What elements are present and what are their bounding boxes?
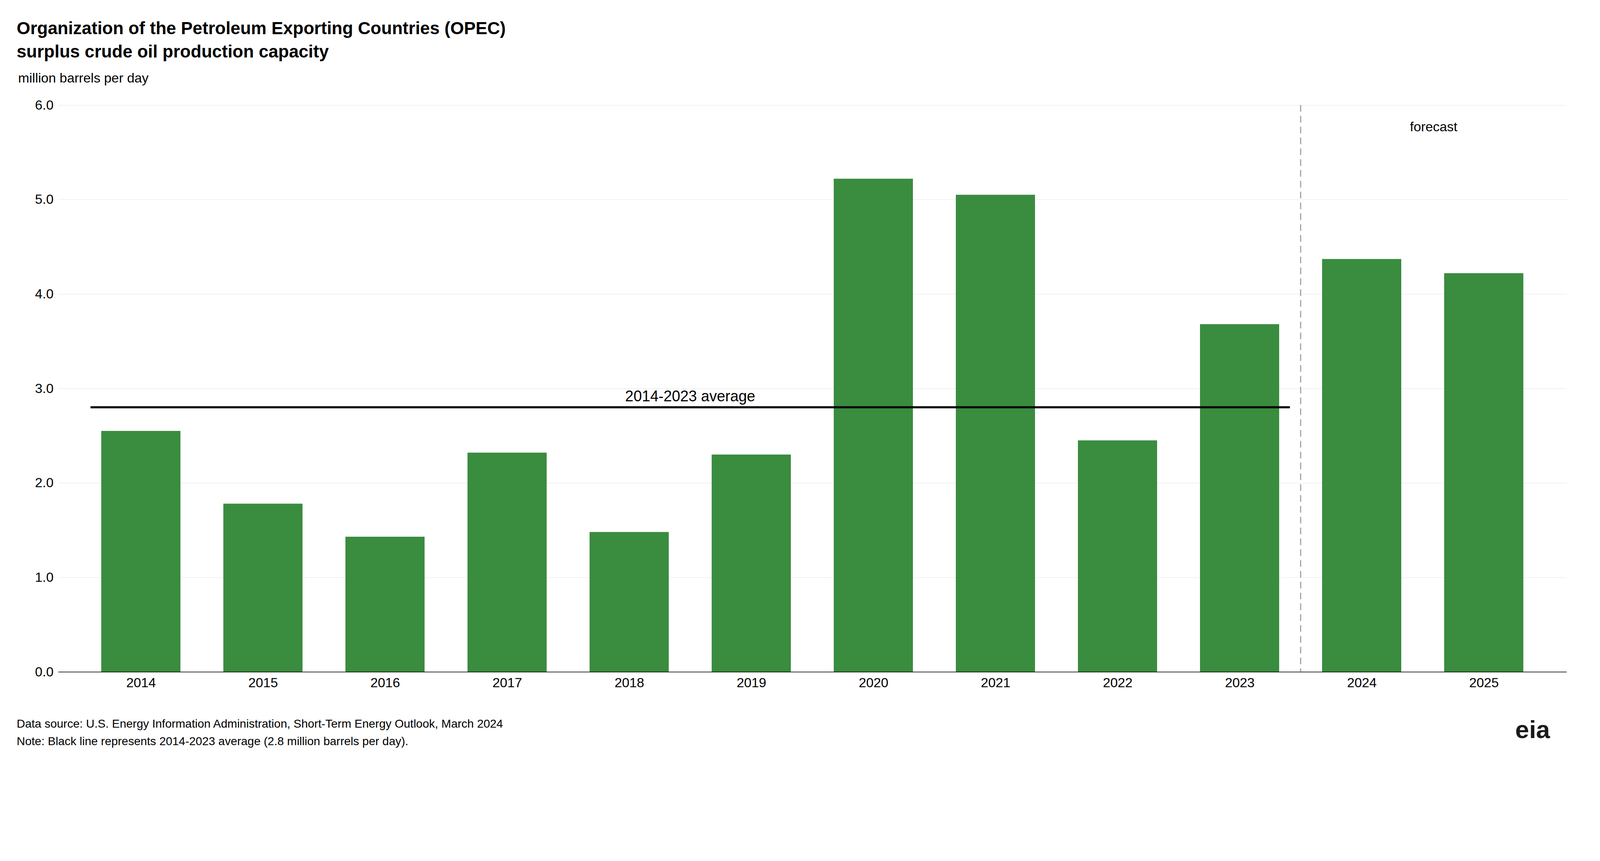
- svg-text:4.0: 4.0: [35, 286, 54, 302]
- svg-text:5.0: 5.0: [35, 191, 54, 207]
- svg-text:forecast: forecast: [1410, 119, 1458, 135]
- svg-text:2018: 2018: [614, 675, 645, 690]
- svg-text:2025: 2025: [1469, 675, 1499, 690]
- html-text:surplus crude oil production c: surplus crude oil production capacity: [16, 41, 329, 62]
- svg-text:2016: 2016: [370, 675, 400, 690]
- svg-text:2019: 2019: [736, 675, 767, 690]
- html-text:Organization of the Petroleum: Organization of the Petroleum Exporting …: [16, 18, 506, 38]
- svg-text:6.0: 6.0: [35, 97, 54, 113]
- svg-text:2017: 2017: [492, 675, 523, 690]
- svg-text:2020: 2020: [858, 675, 889, 690]
- svg-text:2014-2023 average: 2014-2023 average: [625, 387, 755, 405]
- svg-text:2021: 2021: [980, 675, 1011, 690]
- svg-text:million barrels per day: million barrels per day: [18, 70, 149, 86]
- html-text:Data source: U.S. Energy Infor: Data source: U.S. Energy Information Adm…: [16, 717, 503, 730]
- svg-text:3.0: 3.0: [35, 380, 54, 396]
- svg-text:2022: 2022: [1102, 675, 1133, 690]
- svg-text:2024: 2024: [1347, 675, 1377, 690]
- html-text:eia: eia: [1515, 715, 1550, 744]
- svg-text:2023: 2023: [1225, 675, 1255, 690]
- html-text:Note: Black line represents 20: Note: Black line represents 2014-2023 av…: [16, 734, 409, 748]
- svg-text:0.0: 0.0: [35, 664, 54, 680]
- svg-text:2014: 2014: [126, 675, 156, 690]
- svg-text:1.0: 1.0: [35, 569, 54, 585]
- svg-text:2.0: 2.0: [35, 475, 54, 490]
- svg-text:2015: 2015: [248, 675, 278, 690]
